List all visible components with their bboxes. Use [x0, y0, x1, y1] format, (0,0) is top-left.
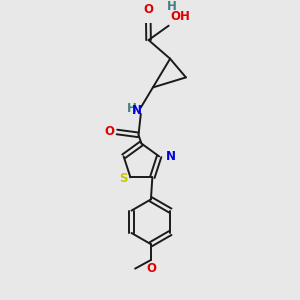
Text: O: O [146, 262, 156, 275]
Text: H: H [167, 0, 176, 13]
Text: O: O [143, 3, 153, 16]
Text: N: N [131, 104, 141, 117]
Text: H: H [127, 103, 137, 116]
Text: O: O [105, 125, 115, 139]
Text: N: N [166, 150, 176, 163]
Text: OH: OH [170, 11, 190, 23]
Text: S: S [119, 172, 128, 185]
